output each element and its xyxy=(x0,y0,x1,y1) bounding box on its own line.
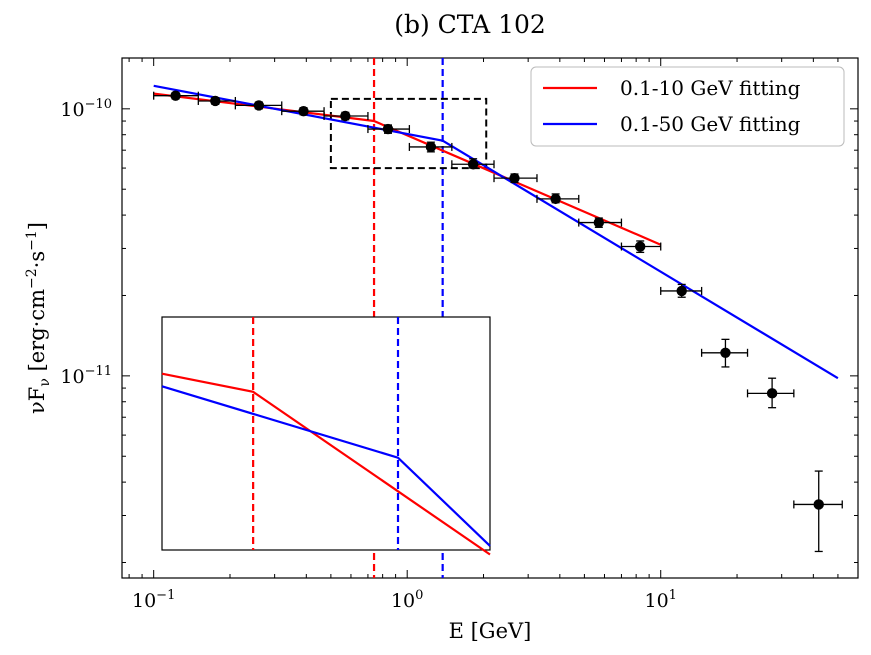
y-label-sup2: −1 xyxy=(24,230,40,251)
y-tick-label: 10−11 xyxy=(60,364,112,388)
y-label-sub: ν xyxy=(37,378,53,387)
data-point xyxy=(210,95,221,107)
y-label-main: νF xyxy=(25,387,49,414)
fit-line-blue xyxy=(153,84,839,380)
y-tick-base: 10 xyxy=(60,366,84,388)
legend-label-blue: 0.1-50 GeV fitting xyxy=(620,112,801,136)
data-point xyxy=(635,241,646,252)
data-point xyxy=(253,100,265,111)
x-tick-label: 10−1 xyxy=(132,588,175,612)
zoom-box xyxy=(329,97,488,170)
legend-label-red: 0.1-10 GeV fitting xyxy=(620,76,801,100)
data-point xyxy=(298,105,309,117)
data-point xyxy=(170,90,181,101)
y-tick-label: 10−10 xyxy=(60,97,112,121)
data-points xyxy=(153,90,843,553)
y-axis-label: νFν [erg·cm−2·s−1] xyxy=(24,222,53,414)
data-point xyxy=(340,110,351,122)
legend-frame xyxy=(530,66,845,147)
inset-content xyxy=(161,317,491,556)
x-tick-base: 10 xyxy=(391,590,415,612)
inset-fit-line-red xyxy=(161,372,491,556)
data-point xyxy=(425,141,437,153)
data-point xyxy=(467,159,479,170)
fit-line-red xyxy=(153,92,662,246)
x-tick-label: 100 xyxy=(391,588,423,612)
inset xyxy=(161,316,491,556)
chart-title: (b) CTA 102 xyxy=(394,10,546,39)
x-tick-base: 10 xyxy=(644,590,668,612)
axis-ticks xyxy=(122,58,859,578)
fit-lines xyxy=(153,84,839,380)
data-point xyxy=(593,217,605,228)
data-point xyxy=(813,499,824,510)
data-point xyxy=(720,347,731,359)
x-axis-label: E [GeV] xyxy=(449,619,532,643)
legend: 0.1-10 GeV fitting 0.1-50 GeV fitting xyxy=(530,66,845,147)
data-point xyxy=(766,388,778,399)
data-point xyxy=(550,193,561,205)
y-tick-exp: −10 xyxy=(85,97,112,112)
data-point xyxy=(509,172,520,184)
x-tick-label: 101 xyxy=(644,588,676,612)
data-point xyxy=(676,285,687,297)
zoom-box-rect xyxy=(329,97,488,170)
y-label-unit-mid: ·s xyxy=(25,251,49,268)
x-tick-exp: −1 xyxy=(156,588,175,603)
x-tick-exp: 0 xyxy=(415,588,423,603)
inset-fit-line-blue xyxy=(161,385,491,547)
inset-frame xyxy=(161,316,491,551)
x-tick-base: 10 xyxy=(132,590,156,612)
y-label-unit-suffix: ] xyxy=(25,222,49,230)
plot-frame xyxy=(121,57,859,579)
x-tick-exp: 1 xyxy=(669,588,677,603)
data-point xyxy=(382,123,394,135)
y-tick-base: 10 xyxy=(60,99,84,121)
y-label-sup1: −2 xyxy=(24,268,40,289)
y-tick-exp: −11 xyxy=(85,364,112,379)
y-label-unit-prefix: [erg·cm xyxy=(25,289,49,378)
